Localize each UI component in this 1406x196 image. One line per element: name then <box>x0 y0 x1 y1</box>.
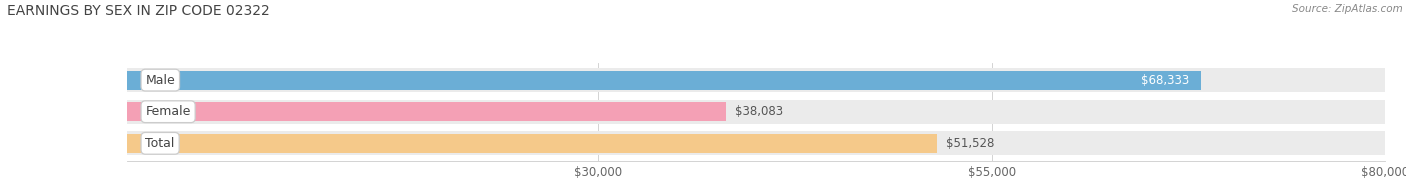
Bar <box>127 71 1201 90</box>
Bar <box>127 134 936 153</box>
Text: Female: Female <box>145 105 191 118</box>
Bar <box>127 100 1385 123</box>
Text: $68,333: $68,333 <box>1140 74 1189 87</box>
Text: Total: Total <box>145 137 174 150</box>
Text: Male: Male <box>145 74 176 87</box>
Text: $38,083: $38,083 <box>735 105 783 118</box>
Text: $51,528: $51,528 <box>946 137 995 150</box>
Bar <box>127 132 1385 155</box>
Text: Source: ZipAtlas.com: Source: ZipAtlas.com <box>1292 4 1403 14</box>
Bar <box>127 102 725 121</box>
Bar <box>127 68 1385 92</box>
Text: EARNINGS BY SEX IN ZIP CODE 02322: EARNINGS BY SEX IN ZIP CODE 02322 <box>7 4 270 18</box>
